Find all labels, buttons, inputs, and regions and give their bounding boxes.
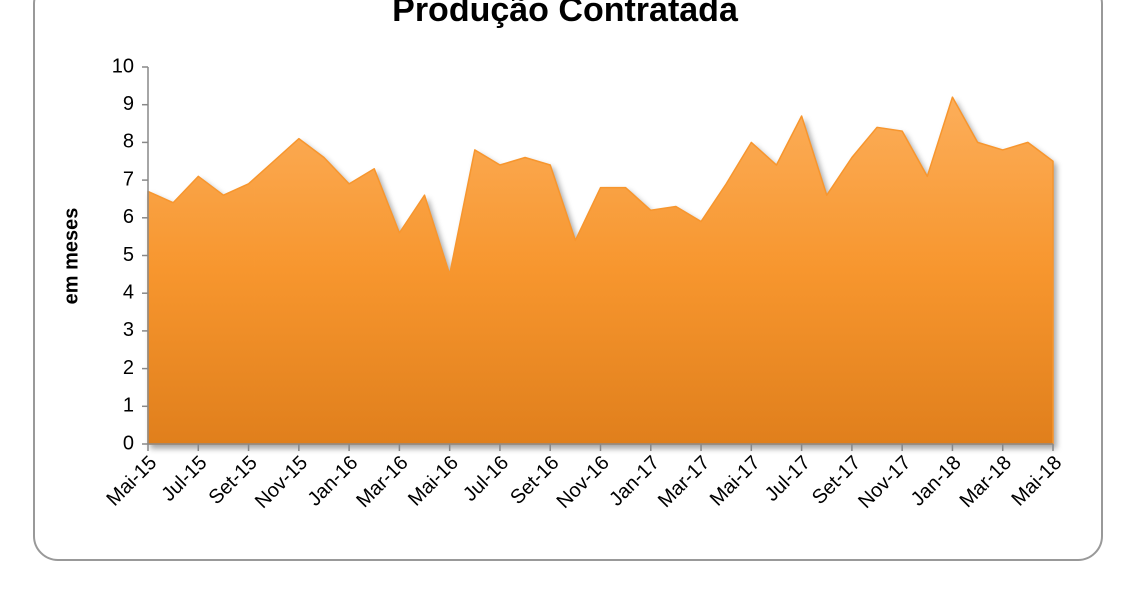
y-tick-label: 5 (123, 244, 134, 266)
y-tick-label: 2 (123, 357, 134, 379)
chart-title: Produção Contratada (392, 0, 739, 29)
y-tick-label: 9 (123, 93, 134, 115)
y-tick-label: 1 (123, 395, 134, 417)
y-axis-label: em meses (60, 208, 82, 305)
y-tick-label: 7 (123, 168, 134, 190)
y-tick-label: 6 (123, 206, 134, 228)
area (147, 96, 1054, 445)
y-tick-label: 0 (123, 432, 134, 454)
y-tick-label: 3 (123, 319, 134, 341)
y-tick-label: 4 (123, 281, 134, 303)
y-tick-label: 10 (112, 55, 134, 77)
y-tick-label: 8 (123, 131, 134, 153)
